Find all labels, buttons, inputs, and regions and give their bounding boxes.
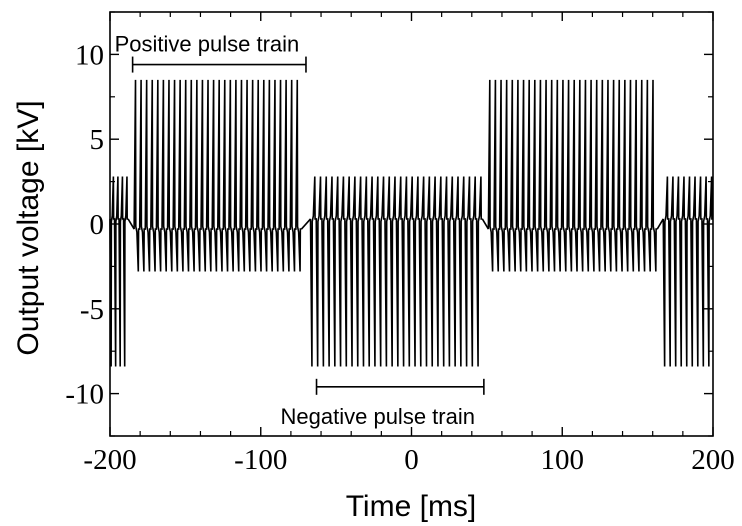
- signal-layer: [109, 79, 713, 367]
- y-tick-label: 0: [90, 209, 105, 241]
- x-tick-label: 100: [541, 444, 585, 476]
- signal-segment-1: [109, 176, 129, 367]
- annotation-layer: Positive pulse train Negative pulse train: [115, 32, 485, 429]
- negative-pulse-train-label: Negative pulse train: [281, 404, 475, 429]
- signal-segment-4: [487, 79, 658, 272]
- y-tick-label: 10: [75, 39, 104, 71]
- y-axis-title: Output voltage [kV]: [12, 100, 45, 355]
- signal-segment-2: [133, 79, 302, 272]
- signal-transition-4: [656, 218, 664, 230]
- x-tick-label: -200: [83, 444, 136, 476]
- x-tick-label: -100: [234, 444, 287, 476]
- y-tick-label: -5: [80, 294, 104, 326]
- signal-segment-5: [662, 176, 713, 367]
- signal-segment-3: [309, 176, 483, 367]
- positive-pulse-train-label: Positive pulse train: [115, 32, 300, 57]
- signal-transition-3: [481, 218, 490, 230]
- y-tick-label: -10: [65, 379, 104, 411]
- signal-transition-1: [127, 218, 135, 230]
- x-tick-label: 200: [691, 444, 735, 476]
- y-tick-label: 5: [90, 124, 105, 156]
- x-tick-label: 0: [404, 444, 419, 476]
- signal-transition-2: [300, 218, 312, 230]
- x-axis-title: Time [ms]: [346, 490, 477, 523]
- ticks-layer: -200 -100 0 100 200 10 5 0 -5 -10: [65, 11, 735, 476]
